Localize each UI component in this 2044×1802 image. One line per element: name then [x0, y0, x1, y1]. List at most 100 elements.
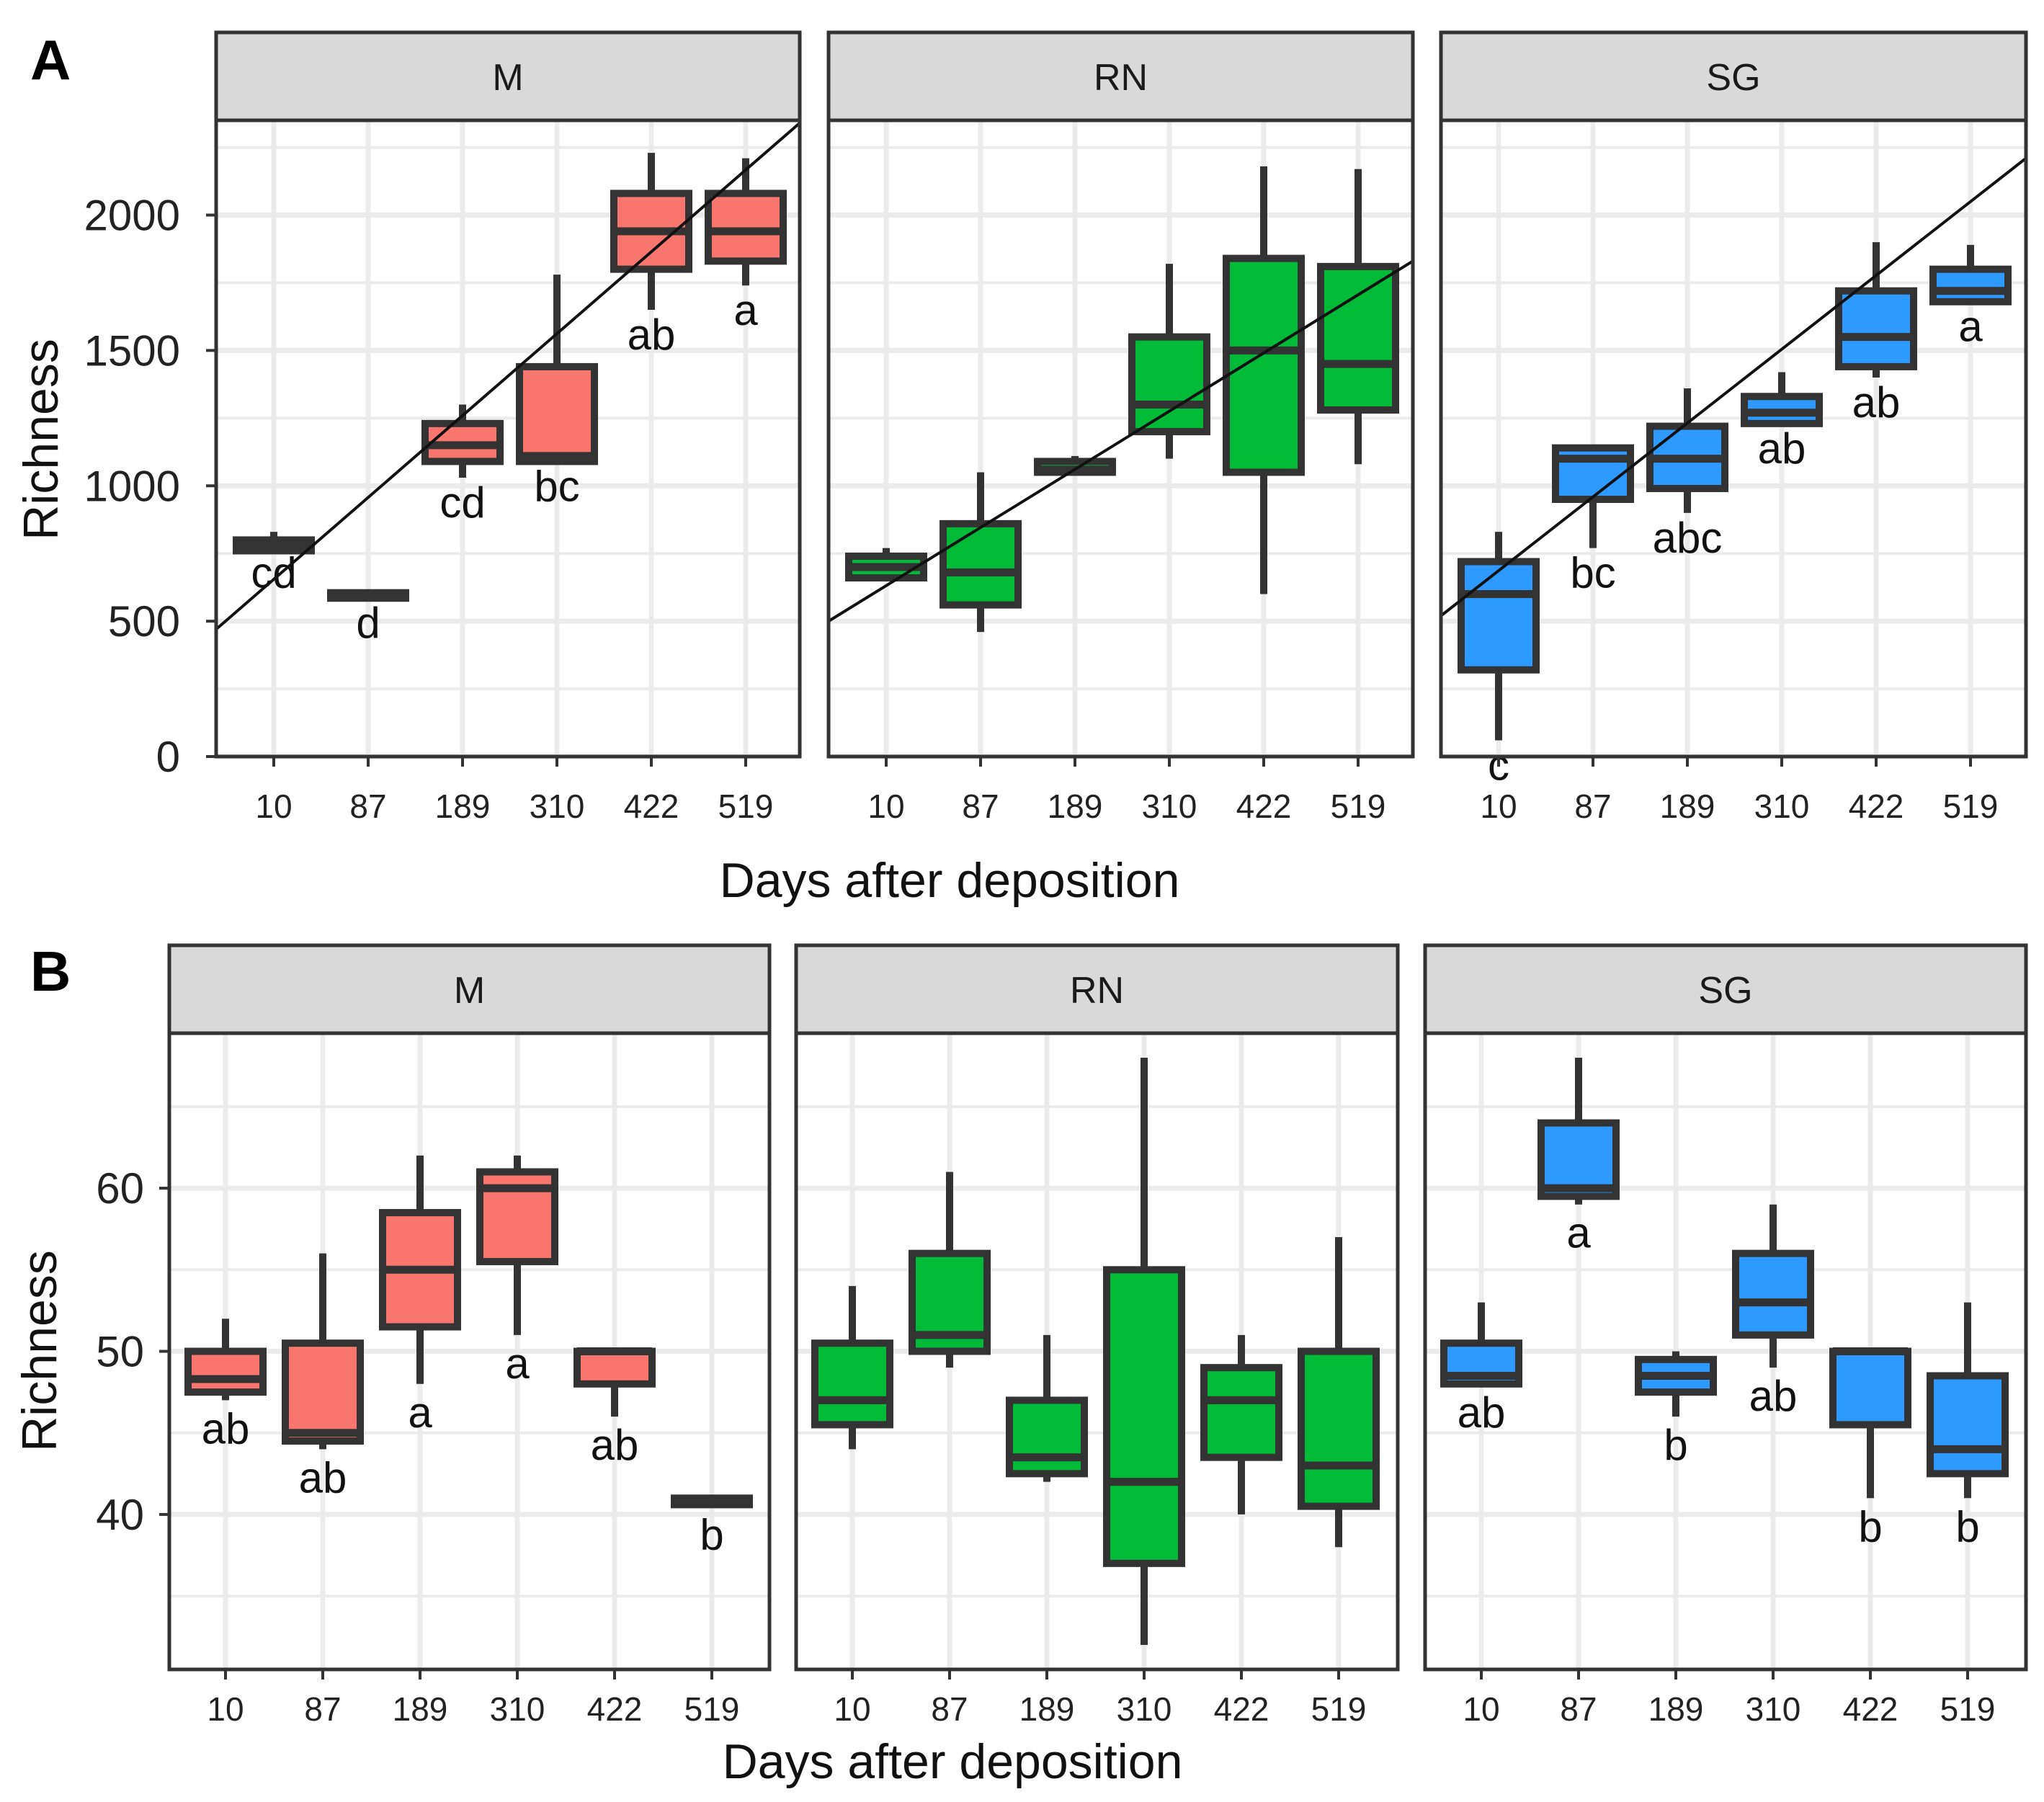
significance-label: ab — [591, 1421, 639, 1469]
x-tick-label: 310 — [530, 788, 585, 825]
box-422: ab — [574, 1347, 656, 1469]
box-87 — [940, 472, 1022, 633]
x-tick-label: 519 — [718, 788, 774, 825]
plot-border — [794, 1031, 1400, 1672]
box-87: ab — [282, 1253, 364, 1502]
y-tick-label: 500 — [108, 597, 180, 646]
box-iqr — [1835, 287, 1917, 370]
y-tick-label: 40 — [96, 1491, 144, 1539]
x-tick-label: 519 — [684, 1690, 740, 1728]
significance-label: ab — [1458, 1388, 1506, 1437]
box-iqr — [282, 1339, 364, 1445]
box-iqr — [940, 519, 1022, 609]
x-tick-label: 310 — [1142, 788, 1197, 825]
box-519: a — [705, 158, 787, 334]
facet-strip — [214, 30, 802, 122]
significance-label: ab — [1852, 378, 1901, 427]
x-tick-label: 87 — [1560, 1690, 1597, 1728]
y-tick-label: 50 — [96, 1328, 144, 1376]
panel-letter: A — [30, 28, 71, 92]
x-axis-title: Days after deposition — [723, 1734, 1183, 1789]
box-iqr — [1006, 1396, 1088, 1478]
box-87: a — [1538, 1057, 1620, 1257]
box-189: abc — [1646, 388, 1728, 562]
box-189: cd — [421, 404, 504, 527]
box-iqr — [1829, 1347, 1911, 1429]
y-tick-label: 0 — [156, 733, 180, 781]
x-tick-label: 10 — [834, 1690, 870, 1728]
box-iqr — [811, 1339, 893, 1429]
box-310 — [1128, 264, 1210, 459]
plot-border — [826, 118, 1415, 759]
box-189: b — [1635, 1351, 1717, 1469]
box-422 — [1200, 1334, 1282, 1515]
x-tick-label: 519 — [1311, 1690, 1367, 1728]
regression-line — [215, 122, 801, 630]
box-iqr — [1317, 262, 1399, 414]
box-iqr — [1298, 1347, 1380, 1510]
significance-label: ab — [299, 1453, 347, 1502]
x-tick-label: 87 — [349, 788, 386, 825]
significance-label: bc — [1570, 549, 1615, 597]
significance-label: a — [1566, 1209, 1591, 1257]
plot-border — [1439, 118, 2028, 759]
box-310: bc — [516, 275, 598, 510]
box-iqr — [1458, 558, 1540, 674]
x-tick-label: 10 — [867, 788, 904, 825]
box-iqr — [184, 1347, 267, 1396]
panel-a: A Richness Days after deposition 0 500 1000 15… — [14, 28, 2028, 908]
y-axis-title: Richness — [12, 1250, 67, 1452]
x-tick-label: 10 — [255, 788, 292, 825]
box-189 — [1006, 1334, 1088, 1482]
box-iqr — [1929, 265, 2012, 305]
x-tick-label: 189 — [1660, 788, 1715, 825]
x-axis-title: Days after deposition — [720, 853, 1180, 908]
facet-strip-label: SG — [1698, 970, 1752, 1012]
facet-m: Mcd d cd bc ab a 10 87 189 310 422 519 — [214, 30, 802, 825]
plot-background — [216, 120, 800, 757]
box-422: b — [1829, 1347, 1911, 1551]
significance-label: b — [1858, 1502, 1882, 1551]
box-422: ab — [610, 153, 692, 359]
y-tick-label: 60 — [96, 1164, 144, 1213]
plot-background — [829, 120, 1413, 757]
box-519: b — [1927, 1302, 2009, 1551]
significance-label: d — [356, 599, 380, 647]
box-iqr — [705, 189, 787, 265]
x-tick-label: 422 — [624, 788, 679, 825]
x-tick-label: 422 — [1849, 788, 1904, 825]
significance-label: cd — [439, 478, 485, 527]
box-iqr — [1200, 1364, 1282, 1461]
box-iqr — [1927, 1372, 2009, 1478]
x-tick-label: 519 — [1331, 788, 1386, 825]
box-iqr — [1223, 254, 1305, 476]
significance-label: a — [733, 286, 758, 334]
box-10 — [845, 548, 927, 582]
y-tick-label: 1000 — [84, 462, 180, 510]
x-tick-label: 10 — [1463, 1690, 1499, 1728]
x-tick-label: 189 — [393, 1690, 448, 1728]
box-519: b — [671, 1494, 753, 1559]
facet-strip-label: SG — [1706, 57, 1760, 99]
x-tick-label: 310 — [1117, 1690, 1172, 1728]
x-tick-label: 310 — [1746, 1690, 1801, 1728]
box-10: c — [1458, 532, 1540, 789]
x-tick-label: 87 — [931, 1690, 968, 1728]
plot-border — [214, 118, 802, 759]
x-tick-label: 422 — [1843, 1690, 1898, 1728]
significance-label: ab — [1749, 1372, 1798, 1420]
box-iqr — [1538, 1119, 1620, 1200]
x-tick-label: 87 — [304, 1690, 341, 1728]
box-iqr — [1732, 1249, 1814, 1339]
facet-strip — [826, 30, 1415, 122]
facet-strip — [167, 943, 772, 1035]
x-tick-label: 189 — [1019, 1690, 1075, 1728]
significance-label: abc — [1653, 514, 1723, 562]
facet-strip-label: M — [492, 57, 523, 99]
x-tick-label: 310 — [1754, 788, 1810, 825]
significance-label: ab — [202, 1404, 250, 1453]
x-tick-label: 189 — [1648, 1690, 1704, 1728]
